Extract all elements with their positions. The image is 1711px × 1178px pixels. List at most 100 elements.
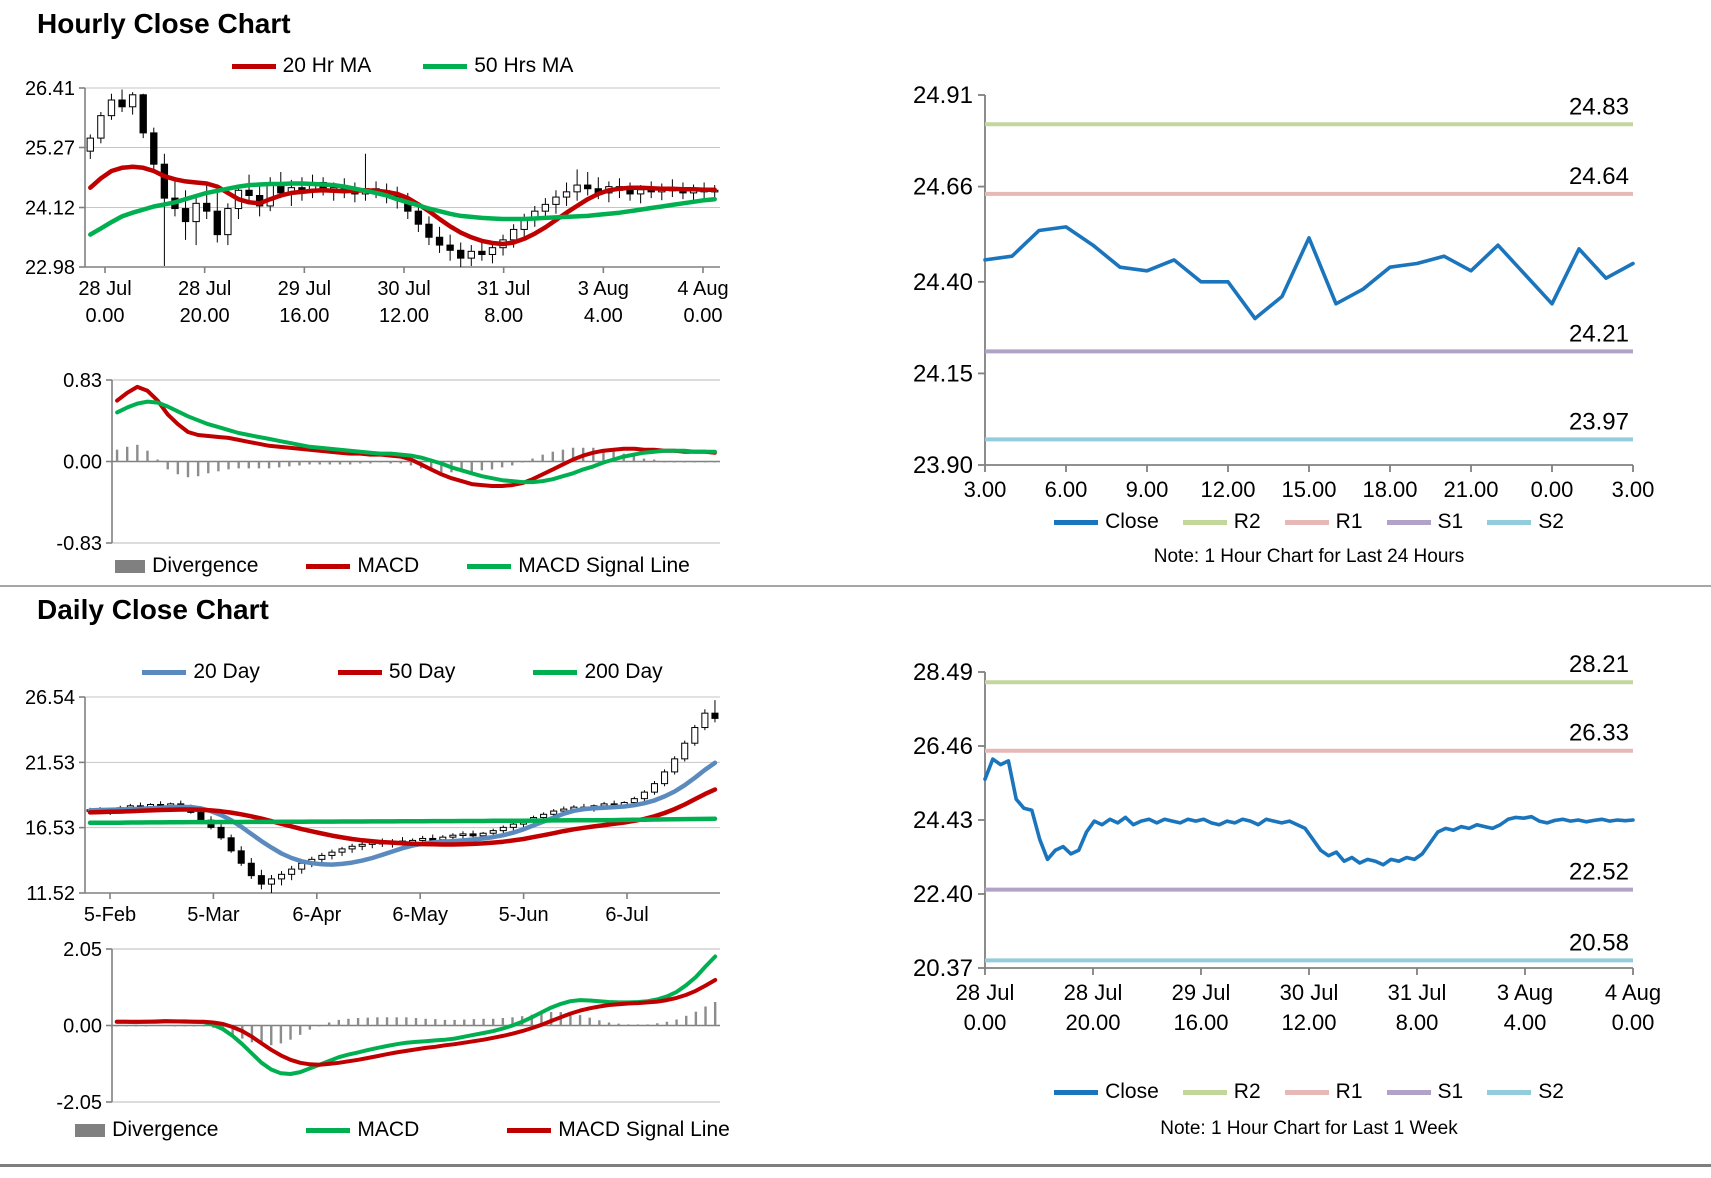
svg-text:24.66: 24.66 [913,174,973,201]
hourly-macd-legend-item-macd-signal-line: MACD Signal Line [467,554,690,578]
legend-label: S1 [1437,1080,1464,1103]
line-swatch-icon [467,563,512,569]
legend-label: 20 Hr MA [282,54,372,77]
line-swatch-icon [306,1127,351,1133]
legend-label: MACD Signal Line [518,554,690,577]
svg-text:23.97: 23.97 [1569,408,1629,435]
line-swatch-icon [1182,1089,1227,1095]
svg-text:28.49: 28.49 [913,659,973,686]
hourly-pivot-note: Note: 1 Hour Chart for Last 24 Hours [1153,546,1465,567]
bar-swatch-icon [115,559,146,573]
daily-ma-legend: 20 Day 50 Day 200 Day [85,658,720,686]
svg-text:30 Jul: 30 Jul [377,278,430,300]
svg-text:21.00: 21.00 [1443,477,1498,502]
legend-label: MACD [357,554,420,577]
line-swatch-icon [1487,519,1532,525]
legend-label: R2 [1233,510,1261,533]
svg-text:12.00: 12.00 [1281,1010,1336,1035]
svg-text:0.00: 0.00 [684,305,723,327]
svg-text:16.00: 16.00 [279,305,329,327]
line-swatch-icon [1386,1089,1431,1095]
daily-section-title: Daily Close Chart [37,594,269,625]
svg-text:26.54: 26.54 [25,687,75,709]
daily-ma-legend-item-20-day: 20 Day [142,660,260,684]
svg-text:16.00: 16.00 [1173,1010,1228,1035]
svg-text:22.98: 22.98 [25,257,75,279]
svg-text:6-May: 6-May [392,904,448,926]
svg-text:24.40: 24.40 [913,269,973,296]
hourly-pivot-legend-item-s1: S1 [1386,510,1463,534]
weekly-pivot-note: Note: 1 Hour Chart for Last 1 Week [1160,1118,1458,1139]
svg-text:20.00: 20.00 [1065,1010,1120,1035]
bottom-divider [0,1164,1711,1167]
legend-label: MACD [357,1118,420,1141]
hourly-macd-legend-item-macd: MACD [306,554,419,578]
svg-text:11.52: 11.52 [26,883,75,905]
legend-label: 200 Day [584,660,663,683]
svg-text:22.40: 22.40 [913,881,973,908]
legend-label: R1 [1335,510,1363,533]
svg-text:25.27: 25.27 [25,137,75,159]
weekly-pivot-legend-item-r2: R2 [1182,1080,1261,1104]
svg-text:3.00: 3.00 [1612,477,1655,502]
svg-text:26.33: 26.33 [1569,720,1629,747]
svg-text:3 Aug: 3 Aug [578,278,629,300]
legend-label: S2 [1538,1080,1564,1103]
hourly-ma-legend: 20 Hr MA 50 Hrs MA [85,52,720,80]
line-swatch-icon [507,1127,552,1133]
svg-text:4.00: 4.00 [1504,1010,1547,1035]
legend-label: Close [1105,510,1159,533]
daily-ma-legend-item-50-day: 50 Day [337,660,455,684]
daily-ma-legend-item-200-day: 200 Day [533,660,663,684]
svg-text:24.12: 24.12 [25,198,75,220]
svg-text:9.00: 9.00 [1126,477,1169,502]
svg-text:26.46: 26.46 [913,733,973,760]
line-swatch-icon [1487,1089,1532,1095]
svg-text:15.00: 15.00 [1281,477,1336,502]
svg-text:28 Jul: 28 Jul [1064,980,1123,1005]
daily-price-chart: 26.54 21.53 16.53 11.52 5-Feb 5-Mar 6-Apr 6-May… [25,687,720,926]
weekly-pivot-legend-item-r1: R1 [1284,1080,1363,1104]
svg-text:0.00: 0.00 [1612,1010,1655,1035]
hourly-macd-legend: Divergence MACD MACD Signal Line [85,552,720,580]
svg-text:6-Apr: 6-Apr [292,904,341,926]
svg-text:31 Jul: 31 Jul [477,278,530,300]
line-swatch-icon [337,669,382,675]
svg-text:16.53: 16.53 [25,818,75,840]
svg-text:3 Aug: 3 Aug [1497,980,1553,1005]
svg-text:24.83: 24.83 [1569,93,1629,120]
svg-text:20.00: 20.00 [180,305,230,327]
svg-text:-0.83: -0.83 [56,533,102,555]
svg-text:24.15: 24.15 [913,360,973,387]
svg-text:20.37: 20.37 [913,955,973,982]
weekly-pivot-legend-item-s2: S2 [1487,1080,1564,1104]
hourly-pivot-legend-item-close: Close [1054,510,1159,534]
line-swatch-icon [142,669,187,675]
daily-macd-legend-item-macd-signal-line: MACD Signal Line [507,1118,730,1142]
weekly-pivot-legend-item-s1: S1 [1386,1080,1464,1104]
svg-text:6-Jul: 6-Jul [605,904,648,926]
svg-text:2.05: 2.05 [63,939,102,961]
legend-label: MACD Signal Line [558,1118,730,1141]
legend-label: S2 [1538,510,1564,533]
hourly-ma-legend-item-20-hr-ma: 20 Hr MA [231,54,372,78]
svg-text:-2.05: -2.05 [56,1092,102,1114]
svg-text:0.00: 0.00 [1531,477,1574,502]
svg-text:26.41: 26.41 [25,78,75,100]
daily-macd-legend: Divergence MACD MACD Signal Line [75,1116,730,1144]
legend-label: Divergence [152,554,259,577]
legend-label: 20 Day [193,660,260,683]
daily-macd-chart: 2.05 0.00 -2.05 [56,939,720,1114]
line-swatch-icon [1054,1089,1099,1095]
hourly-pivot-legend-item-r2: R2 [1182,510,1261,534]
line-swatch-icon [423,63,468,69]
hourly-section-title: Hourly Close Chart [37,8,291,39]
svg-text:3.00: 3.00 [964,477,1007,502]
svg-text:29 Jul: 29 Jul [278,278,331,300]
svg-text:0.00: 0.00 [63,452,102,474]
